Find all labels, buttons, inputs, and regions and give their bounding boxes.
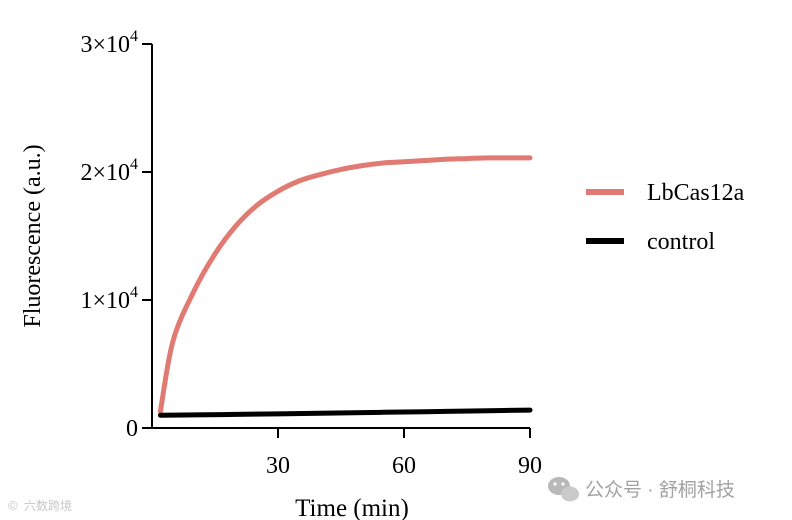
- watermark-right-text: 公众号 · 舒桐科技: [585, 479, 735, 501]
- watermark-left-logo-icon: ©: [8, 498, 18, 513]
- watermark-right: 公众号 · 舒桐科技: [548, 477, 735, 502]
- y-tick-label: 1×104: [80, 284, 138, 314]
- series-line-lbcas12a: [157, 155, 533, 414]
- x-tick-label: 60: [392, 453, 416, 479]
- legend: LbCas12a control: [586, 180, 745, 255]
- series-line-control: [157, 407, 533, 418]
- y-axis-label: Fluorescence (a.u.): [20, 144, 46, 327]
- x-tick-label: 30: [266, 453, 290, 479]
- legend-label: control: [647, 229, 715, 255]
- x-tick-label: 90: [518, 453, 542, 479]
- legend-label: LbCas12a: [647, 180, 745, 206]
- x-axis: 30 60 90: [152, 427, 542, 479]
- y-tick-label: 2×104: [80, 156, 138, 186]
- x-axis-label: Time (min): [295, 495, 409, 520]
- y-axis: 0 1×104 2×104 3×104: [80, 28, 153, 442]
- watermark-left: © 六数跨境: [8, 498, 72, 513]
- watermark-left-text: 六数跨境: [24, 498, 72, 513]
- y-tick-label: 3×104: [80, 28, 138, 58]
- wechat-icon: [548, 477, 579, 502]
- series-layer: [157, 155, 533, 418]
- y-tick-label: 0: [126, 416, 138, 442]
